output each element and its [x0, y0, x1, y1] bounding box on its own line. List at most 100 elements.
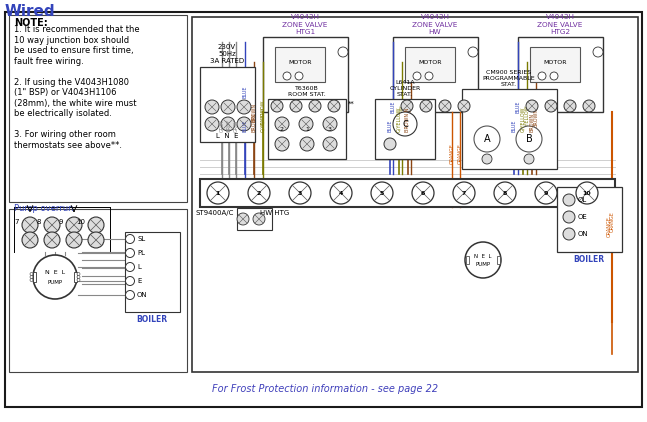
Circle shape	[538, 72, 546, 80]
Text: ST9400A/C: ST9400A/C	[195, 210, 234, 216]
Circle shape	[44, 217, 60, 233]
Text: 3: 3	[328, 127, 332, 132]
Text: MOTOR: MOTOR	[289, 60, 312, 65]
Bar	[530, 47, 580, 82]
Circle shape	[44, 232, 60, 248]
Text: ORANGE: ORANGE	[609, 211, 615, 233]
Text: OL: OL	[578, 197, 587, 203]
Circle shape	[401, 100, 413, 112]
Text: PL: PL	[137, 250, 145, 256]
Circle shape	[22, 232, 38, 248]
Text: BLUE: BLUE	[388, 119, 393, 132]
Circle shape	[88, 232, 104, 248]
Text: G/YELLOW: G/YELLOW	[261, 99, 265, 125]
Circle shape	[384, 138, 396, 150]
Bar	[200, 67, 255, 142]
Circle shape	[550, 72, 558, 80]
Circle shape	[439, 100, 451, 112]
Bar	[263, 37, 348, 112]
Text: 6: 6	[421, 190, 425, 195]
Bar	[33, 272, 36, 282]
Circle shape	[323, 137, 337, 151]
Circle shape	[66, 232, 82, 248]
Text: SL: SL	[137, 236, 145, 242]
Circle shape	[593, 47, 603, 57]
Circle shape	[516, 126, 542, 152]
Circle shape	[205, 117, 219, 131]
Circle shape	[328, 100, 340, 112]
Text: 230V
50Hz
3A RATED: 230V 50Hz 3A RATED	[210, 44, 244, 64]
Circle shape	[30, 276, 33, 279]
Text: L  N  E: L N E	[215, 133, 238, 139]
Text: BROWN: BROWN	[252, 103, 256, 122]
Bar	[237, 208, 272, 230]
Circle shape	[494, 182, 516, 204]
Bar	[192, 17, 638, 372]
Text: ON: ON	[578, 231, 589, 237]
Text: G/YELLOW: G/YELLOW	[261, 106, 265, 132]
Circle shape	[564, 100, 576, 112]
Circle shape	[33, 255, 77, 299]
Text: OE: OE	[578, 214, 587, 220]
Text: BROWN: BROWN	[252, 113, 256, 132]
Text: L: L	[137, 264, 141, 270]
Text: ORANGE: ORANGE	[450, 143, 454, 165]
Bar	[557, 187, 622, 252]
Text: G/YELLOW: G/YELLOW	[399, 104, 404, 130]
Circle shape	[300, 137, 314, 151]
Text: BOILER: BOILER	[137, 315, 168, 324]
Circle shape	[30, 279, 33, 281]
Circle shape	[221, 117, 235, 131]
Bar	[497, 256, 500, 264]
Circle shape	[299, 117, 313, 131]
Circle shape	[338, 47, 348, 57]
Circle shape	[126, 290, 135, 300]
Text: BLUE: BLUE	[243, 86, 248, 98]
Text: BROWN N: BROWN N	[408, 105, 413, 129]
Text: 1: 1	[216, 190, 220, 195]
Text: be electrically isolated.: be electrically isolated.	[14, 109, 112, 118]
Text: BROWN N: BROWN N	[406, 108, 410, 132]
Bar	[9, 209, 187, 372]
Circle shape	[563, 194, 575, 206]
Circle shape	[289, 182, 311, 204]
Text: CM900 SERIES
PROGRAMMABLE
STAT.: CM900 SERIES PROGRAMMABLE STAT.	[483, 70, 535, 87]
Circle shape	[77, 279, 80, 281]
Text: 3. For wiring other room: 3. For wiring other room	[14, 130, 116, 139]
Circle shape	[453, 182, 475, 204]
Bar	[125, 232, 180, 312]
Text: N  E  L: N E L	[45, 271, 65, 276]
Circle shape	[126, 276, 135, 286]
Bar	[393, 37, 478, 112]
Text: BLUE: BLUE	[243, 119, 248, 132]
Circle shape	[545, 100, 557, 112]
Text: 10: 10	[583, 190, 591, 195]
Text: PUMP: PUMP	[476, 262, 490, 268]
Text: 4: 4	[339, 190, 343, 195]
Circle shape	[237, 117, 251, 131]
Text: V4043H
ZONE VALVE
HW: V4043H ZONE VALVE HW	[412, 14, 457, 35]
Text: BLUE: BLUE	[516, 101, 520, 113]
Circle shape	[412, 182, 434, 204]
Text: 2: 2	[257, 190, 261, 195]
Circle shape	[66, 217, 82, 233]
Circle shape	[126, 249, 135, 257]
Circle shape	[482, 154, 492, 164]
Circle shape	[248, 182, 270, 204]
Text: 8: 8	[503, 190, 507, 195]
Text: NOTE:: NOTE:	[14, 18, 48, 28]
Bar	[466, 256, 469, 264]
Text: 2. If using the V4043H1080: 2. If using the V4043H1080	[14, 78, 129, 87]
Text: 1. It is recommended that the: 1. It is recommended that the	[14, 25, 140, 34]
Circle shape	[393, 112, 417, 136]
Circle shape	[30, 273, 33, 276]
Circle shape	[563, 228, 575, 240]
Circle shape	[88, 217, 104, 233]
Circle shape	[77, 276, 80, 279]
Circle shape	[283, 72, 291, 80]
Circle shape	[526, 100, 538, 112]
Text: Pump overrun: Pump overrun	[14, 204, 74, 213]
Bar	[375, 99, 435, 159]
Text: BOILER: BOILER	[573, 255, 604, 264]
Circle shape	[576, 182, 598, 204]
